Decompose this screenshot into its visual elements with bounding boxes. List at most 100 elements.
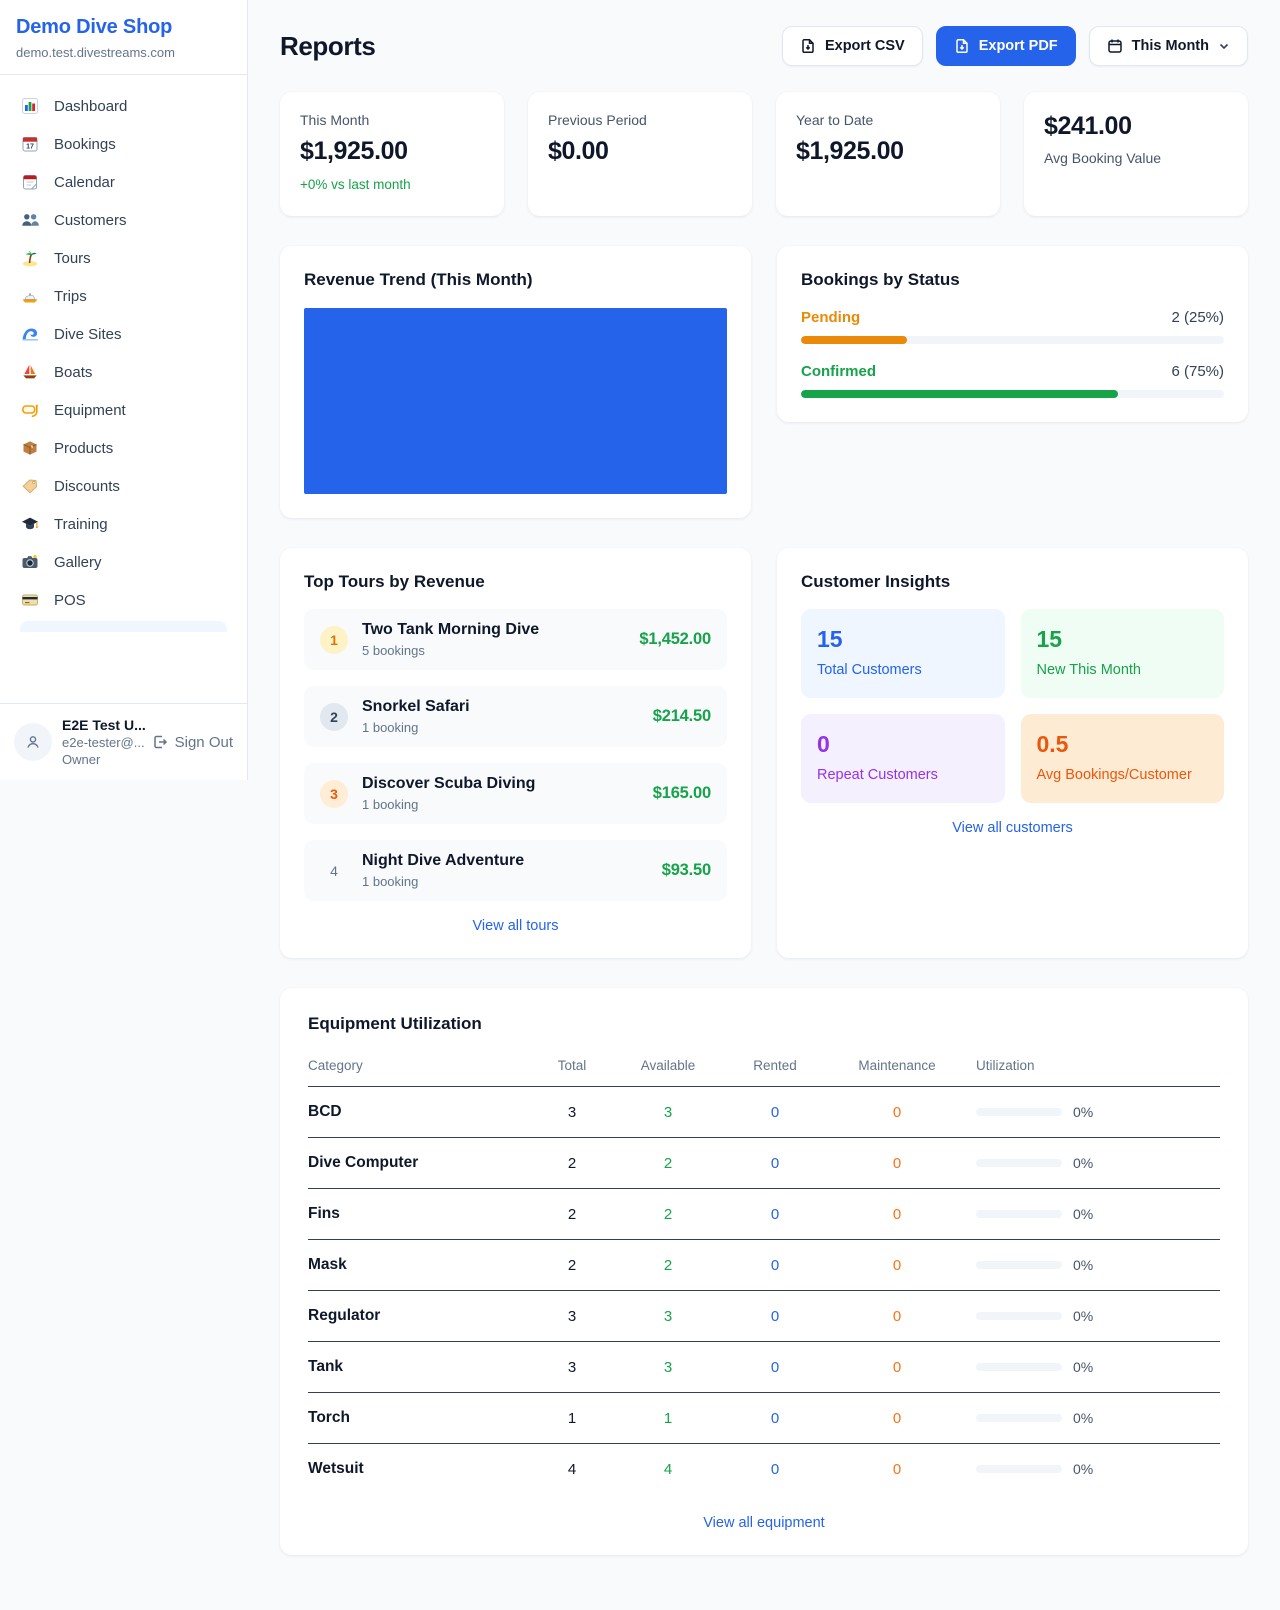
- tour-row: 4 Night Dive Adventure 1 booking $93.50: [304, 840, 727, 901]
- sidebar-item-discounts[interactable]: Discounts: [10, 467, 237, 505]
- tour-revenue: $214.50: [652, 707, 711, 725]
- brand-domain: demo.test.divestreams.com: [16, 45, 175, 60]
- sidebar-item-pos[interactable]: POS: [10, 581, 237, 619]
- utilization-percent: 0%: [1073, 1104, 1094, 1120]
- tour-row: 3 Discover Scuba Diving 1 booking $165.0…: [304, 763, 727, 824]
- discounts-icon: [20, 476, 40, 496]
- cell-maintenance: 0: [826, 1086, 968, 1138]
- tile-label: Total Customers: [817, 662, 922, 678]
- insights-row: Top Tours by Revenue 1 Two Tank Morning …: [280, 548, 1248, 958]
- sidebar-item-label: Boats: [54, 363, 93, 381]
- chevron-down-icon: [1219, 43, 1229, 50]
- status-bar-track: [801, 336, 1224, 344]
- column-header: Rented: [724, 1046, 826, 1087]
- bookings-by-status-card: Bookings by Status Pending 2 (25%) Confi…: [777, 246, 1248, 422]
- cell-category: Dive Computer: [308, 1137, 532, 1189]
- dashboard-icon: [20, 96, 40, 116]
- sidebar-item-tours[interactable]: Tours: [10, 239, 237, 277]
- svg-text:17: 17: [26, 144, 34, 151]
- period-dropdown[interactable]: This Month: [1088, 26, 1248, 66]
- column-header: Utilization: [968, 1046, 1220, 1087]
- table-row: Regulator 3 3 0 0 0%: [308, 1290, 1220, 1342]
- stat-card-avg-booking-value: $241.00 Avg Booking Value: [1024, 92, 1248, 216]
- cell-rented: 0: [724, 1341, 826, 1393]
- utilization-percent: 0%: [1073, 1206, 1094, 1222]
- tour-revenue: $165.00: [652, 784, 711, 802]
- sidebar-item-equipment[interactable]: Equipment: [10, 391, 237, 429]
- cell-category: Mask: [308, 1239, 532, 1291]
- export-csv-label: Export CSV: [824, 38, 905, 54]
- sidebar-item-dive-sites[interactable]: Dive Sites: [10, 315, 237, 353]
- cell-available: 3: [612, 1086, 724, 1138]
- sidebar-item-gallery[interactable]: Gallery: [10, 543, 237, 581]
- stat-label: This Month: [300, 112, 370, 128]
- sidebar-item-label: Gallery: [54, 553, 102, 571]
- status-label: Pending: [801, 309, 861, 326]
- view-all-tours-link[interactable]: View all tours: [472, 918, 559, 934]
- page-title: Reports: [280, 30, 376, 61]
- cell-category: Tank: [308, 1341, 532, 1393]
- sign-out-button[interactable]: Sign Out: [152, 734, 233, 751]
- cell-rented: 0: [724, 1392, 826, 1444]
- cell-utilization: 0%: [968, 1239, 1220, 1291]
- export-csv-button[interactable]: Export CSV: [781, 26, 923, 66]
- equipment-table-body: BCD 3 3 0 0 0% Dive Computer 2 2 0 0 0% Fins 2 2 0 0 0% Ma…: [308, 1086, 1220, 1495]
- cell-total: 1: [532, 1392, 612, 1444]
- stat-label: Avg Booking Value: [1044, 150, 1162, 166]
- column-header: Maintenance: [826, 1046, 968, 1087]
- cell-rented: 0: [724, 1290, 826, 1342]
- stat-value: $1,925.00: [300, 137, 408, 165]
- cell-available: 2: [612, 1239, 724, 1291]
- boats-icon: [20, 362, 40, 382]
- tours-icon: [20, 248, 40, 268]
- sidebar-item-label: Equipment: [54, 401, 126, 419]
- cell-maintenance: 0: [892, 1460, 902, 1478]
- tile-value: 15: [1036, 626, 1063, 652]
- sidebar: Demo Dive Shop demo.test.divestreams.com…: [0, 0, 248, 780]
- sidebar-item-training[interactable]: Training: [10, 505, 237, 543]
- sidebar-item-selected-partial[interactable]: [20, 621, 227, 632]
- sidebar-nav: Dashboard 17 Bookings Calendar Customers…: [0, 75, 247, 703]
- sidebar-item-bookings[interactable]: 17 Bookings: [10, 125, 237, 163]
- view-all-customers-link[interactable]: View all customers: [952, 820, 1073, 836]
- revenue-trend-chart: [304, 308, 727, 494]
- cell-rented: 0: [724, 1086, 826, 1138]
- cell-rented: 0: [770, 1460, 780, 1478]
- view-all-equipment-link[interactable]: View all equipment: [703, 1515, 825, 1531]
- training-icon: [20, 514, 40, 534]
- page-header: Reports Export CSV Export PDF This Month: [280, 26, 1248, 66]
- sidebar-item-label: Discounts: [54, 477, 120, 495]
- tile-value: 0: [817, 731, 830, 757]
- table-row: BCD 3 3 0 0 0%: [308, 1086, 1220, 1138]
- cell-utilization: 0%: [968, 1341, 1220, 1393]
- user-name: E2E Test U...: [62, 717, 146, 733]
- utilization-bar: [976, 1108, 1062, 1116]
- sidebar-item-dashboard[interactable]: Dashboard: [10, 87, 237, 125]
- sidebar-item-calendar[interactable]: Calendar: [10, 163, 237, 201]
- sidebar-item-customers[interactable]: Customers: [10, 201, 237, 239]
- utilization-percent: 0%: [1073, 1461, 1094, 1477]
- sidebar-item-label: POS: [54, 591, 86, 609]
- sidebar-item-trips[interactable]: Trips: [10, 277, 237, 315]
- stat-card-this-month: This Month $1,925.00 +0% vs last month: [280, 92, 504, 216]
- cell-available: 3: [612, 1290, 724, 1342]
- utilization-percent: 0%: [1073, 1155, 1094, 1171]
- tile-label: New This Month: [1036, 662, 1142, 678]
- sidebar-item-boats[interactable]: Boats: [10, 353, 237, 391]
- sidebar-item-label: Trips: [54, 287, 87, 305]
- tour-name: Discover Scuba Diving: [362, 775, 536, 792]
- user-panel: E2E Test U... e2e-tester@... Owner Sign …: [0, 703, 247, 780]
- tour-revenue: $93.50: [661, 861, 711, 879]
- rank-badge: 2: [320, 702, 348, 731]
- period-label: This Month: [1131, 38, 1209, 54]
- insight-tiles: 15 Total Customers 15 New This Month 0 R…: [801, 609, 1224, 803]
- sidebar-item-products[interactable]: Products: [10, 429, 237, 467]
- cell-maintenance: 0: [826, 1392, 968, 1444]
- calendar-outline-icon: [1107, 39, 1122, 53]
- main-content: Reports Export CSV Export PDF This Month…: [248, 0, 1280, 1555]
- brand-name[interactable]: Demo Dive Shop: [16, 16, 173, 38]
- export-pdf-button[interactable]: Export PDF: [935, 26, 1076, 66]
- cell-category: Torch: [308, 1392, 532, 1444]
- utilization-bar: [976, 1465, 1062, 1473]
- person-icon: [27, 736, 39, 748]
